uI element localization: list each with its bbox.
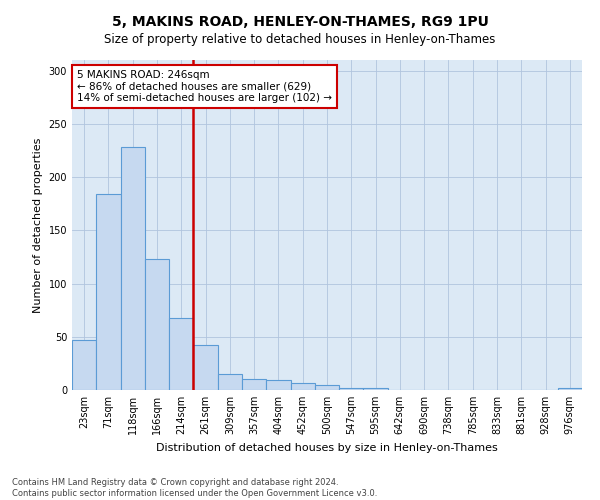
Bar xyxy=(169,318,193,390)
Y-axis label: Number of detached properties: Number of detached properties xyxy=(33,138,43,312)
Bar xyxy=(290,382,315,390)
Bar xyxy=(72,340,96,390)
Bar xyxy=(121,148,145,390)
Bar xyxy=(193,346,218,390)
Text: 5 MAKINS ROAD: 246sqm
← 86% of detached houses are smaller (629)
14% of semi-det: 5 MAKINS ROAD: 246sqm ← 86% of detached … xyxy=(77,70,332,103)
Bar xyxy=(315,384,339,390)
Bar xyxy=(266,380,290,390)
Text: Contains HM Land Registry data © Crown copyright and database right 2024.
Contai: Contains HM Land Registry data © Crown c… xyxy=(12,478,377,498)
Bar xyxy=(218,374,242,390)
Text: 5, MAKINS ROAD, HENLEY-ON-THAMES, RG9 1PU: 5, MAKINS ROAD, HENLEY-ON-THAMES, RG9 1P… xyxy=(112,15,488,29)
Bar xyxy=(364,388,388,390)
Bar xyxy=(339,388,364,390)
Bar xyxy=(242,380,266,390)
Text: Size of property relative to detached houses in Henley-on-Thames: Size of property relative to detached ho… xyxy=(104,32,496,46)
Bar xyxy=(96,194,121,390)
X-axis label: Distribution of detached houses by size in Henley-on-Thames: Distribution of detached houses by size … xyxy=(156,442,498,452)
Bar xyxy=(558,388,582,390)
Bar xyxy=(145,259,169,390)
